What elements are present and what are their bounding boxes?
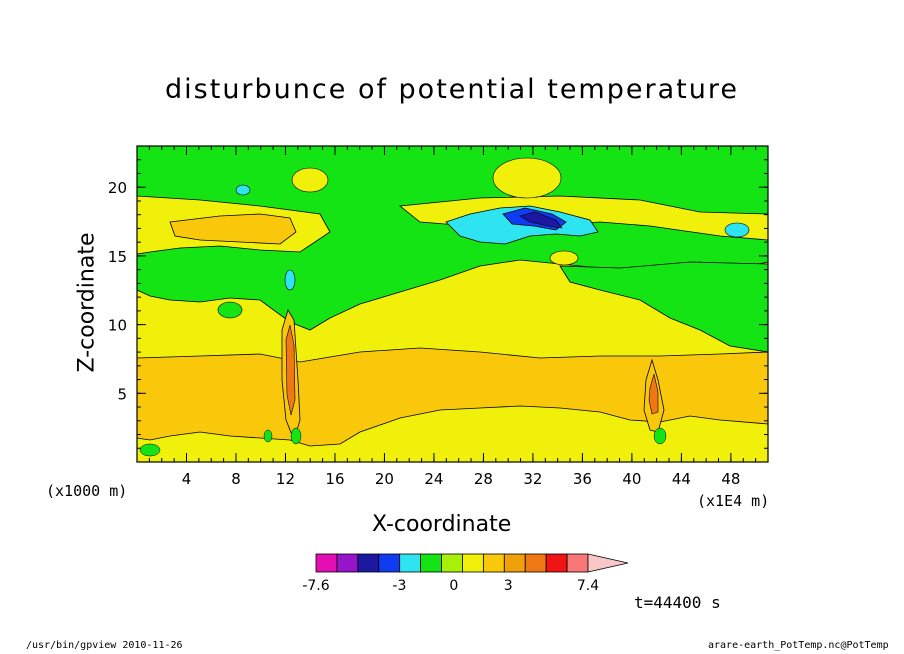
field-yellow-bubble-4 — [291, 167, 329, 193]
colorbar-tick-label: -7.6 — [302, 578, 329, 594]
colorbar-swatch — [441, 553, 463, 573]
colorbar: -7.6 -3 0 3 7.4 — [302, 553, 629, 594]
x-tick-label: 20 — [375, 470, 394, 488]
plot-frame — [136, 145, 769, 463]
colorbar-swatch — [336, 553, 359, 573]
x-tick-label: 44 — [672, 470, 691, 488]
field-column-1-core — [285, 324, 296, 416]
x-tick-label: 4 — [182, 470, 192, 488]
x-tick-label: 36 — [573, 470, 592, 488]
x-tick-label: 40 — [622, 470, 641, 488]
colorbar-swatch — [315, 553, 338, 573]
x-tick-label: 48 — [721, 470, 740, 488]
colorbar-swatch — [462, 553, 484, 573]
field-yellow-bubble-2 — [549, 250, 579, 266]
colorbar-tick-label: 0 — [449, 578, 458, 594]
field-cyan-small-3 — [284, 269, 296, 291]
time-label: t=44400 s — [634, 593, 721, 612]
field-speck-3 — [653, 427, 667, 445]
y-tick-label: 5 — [117, 385, 127, 403]
x-axis-label: X-coordinate — [372, 512, 512, 537]
colorbar-swatch — [482, 553, 505, 573]
colorbar-tick-label: 7.4 — [577, 578, 599, 594]
y-tick-label: 20 — [108, 179, 127, 197]
x-tick-label: 32 — [523, 470, 542, 488]
colorbar-arrow — [587, 553, 629, 573]
field-orange-upper — [169, 213, 297, 245]
colorbar-tick-label: -3 — [392, 578, 406, 594]
field-speck-1 — [263, 429, 273, 443]
field-cyan-small-2 — [724, 222, 750, 238]
x-tick-label: 8 — [231, 470, 241, 488]
x-tick-label: 24 — [424, 470, 443, 488]
x-unit-right: (x1E4 m) — [697, 492, 770, 510]
colorbar-swatch — [503, 553, 526, 573]
y-tick-label: 15 — [108, 248, 127, 266]
field-speck-4 — [139, 443, 161, 457]
x-unit-left: (x1000 m) — [46, 482, 128, 500]
colorbar-swatch — [524, 553, 547, 573]
field-darkblue-core — [519, 211, 563, 229]
field-speck-2 — [290, 427, 302, 445]
colorbar-swatch — [378, 553, 401, 573]
y-tick-label: 10 — [108, 317, 127, 335]
chart-title: disturbunce of potential temperature — [165, 74, 739, 105]
colorbar-swatch — [566, 553, 589, 573]
field-yellow-bubble-1 — [492, 157, 562, 199]
plot-field — [137, 146, 768, 462]
colorbar-swatch — [399, 553, 422, 573]
footer-right: arare-earth_PotTemp.nc@PotTemp — [708, 640, 889, 651]
field-green-right — [559, 261, 768, 353]
field-cyan-small-1 — [235, 184, 251, 196]
field-yellow-bubble-3 — [217, 301, 243, 319]
colorbar-tick-label: 3 — [504, 578, 513, 594]
x-tick-label: 12 — [276, 470, 295, 488]
x-tick-label: 28 — [474, 470, 493, 488]
colorbar-swatch — [545, 553, 568, 573]
footer-left: /usr/bin/gpview 2010-11-26 — [26, 640, 183, 651]
colorbar-swatch — [357, 553, 380, 573]
field-column-2-core — [648, 373, 659, 415]
colorbar-swatch — [420, 553, 442, 573]
x-tick-label: 16 — [325, 470, 344, 488]
